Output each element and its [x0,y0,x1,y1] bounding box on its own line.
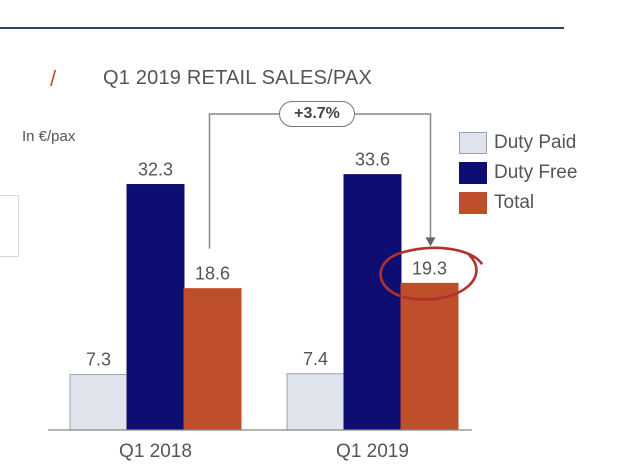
data-label-duty-free-q1-2019: 33.6 [355,150,390,170]
bar-duty-free-q1-2019 [343,174,402,431]
growth-connector-left [208,113,279,249]
chart-legend: Duty Paid Duty Free Total [459,128,577,218]
legend-item-duty-free: Duty Free [459,158,577,188]
chart-title: Q1 2019 RETAIL SALES/PAX [103,67,373,89]
data-label-total-q1-2018: 18.6 [195,264,230,284]
top-rule [0,27,564,29]
legend-swatch-duty-free [459,162,487,184]
legend-swatch-duty-paid [459,132,487,154]
legend-label-duty-paid: Duty Paid [494,132,577,153]
legend-label-total: Total [494,192,535,213]
x-tick-label-q1-2018: Q1 2018 [119,441,192,462]
side-panel-edge [0,195,19,257]
bar-duty-paid-q1-2019 [286,373,345,431]
title-slash: / [50,66,57,91]
data-label-duty-paid-q1-2019: 7.4 [303,349,328,369]
legend-label-duty-free: Duty Free [494,162,578,183]
data-label-duty-paid-q1-2018: 7.3 [86,350,111,370]
data-label-total-q1-2019: 19.3 [412,258,447,278]
x-tick-label-q1-2019: Q1 2019 [336,441,409,462]
bar-duty-free-q1-2018 [126,184,185,431]
y-axis-unit-label: In €/pax [22,128,76,145]
data-label-duty-free-q1-2018: 32.3 [138,160,173,180]
legend-swatch-total [459,192,487,214]
growth-arrow-head [425,237,436,247]
bar-total-q1-2018 [183,288,242,431]
legend-item-total: Total [459,188,577,218]
growth-badge: +3.7% [279,101,355,127]
bar-total-q1-2019 [400,282,459,431]
legend-item-duty-paid: Duty Paid [459,128,577,158]
growth-connector-right [355,113,432,239]
highlight-circle-annotation [379,246,483,301]
bar-duty-paid-q1-2018 [69,374,128,431]
